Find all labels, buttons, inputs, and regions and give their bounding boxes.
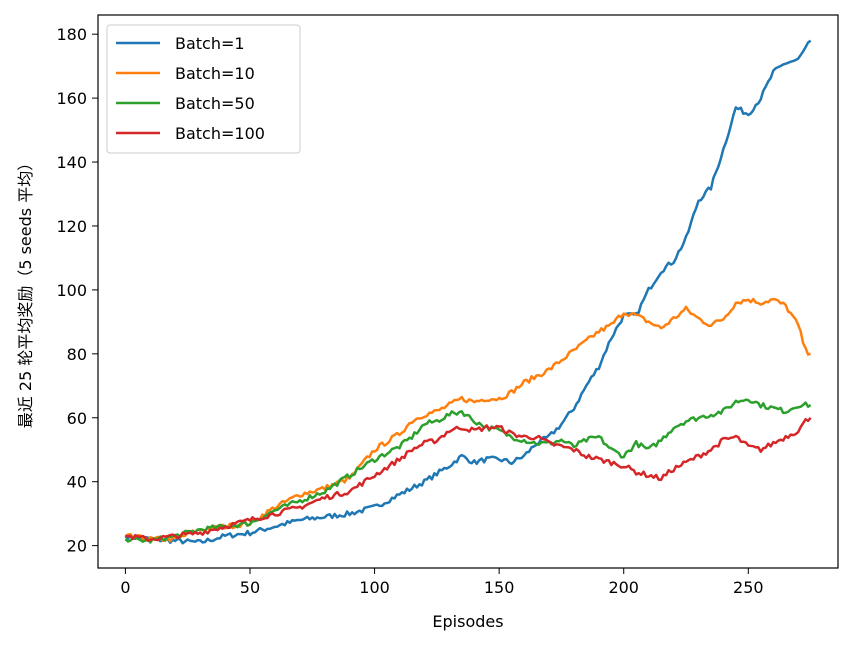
y-tick-label: 160 bbox=[56, 89, 87, 108]
x-tick-label: 100 bbox=[359, 578, 390, 597]
series-line-4 bbox=[125, 416, 812, 542]
x-tick-label: 200 bbox=[608, 578, 639, 597]
series-line-2 bbox=[124, 297, 811, 543]
legend-label: Batch=10 bbox=[175, 64, 255, 83]
x-axis: 0 50 100 150 200 250 bbox=[120, 568, 764, 597]
x-tick-label: 50 bbox=[240, 578, 260, 597]
legend-label: Batch=50 bbox=[175, 94, 255, 113]
x-tick-label: 250 bbox=[733, 578, 764, 597]
y-tick-label: 100 bbox=[56, 281, 87, 300]
y-axis: 20 40 60 80 100 120 140 160 180 bbox=[56, 25, 98, 556]
x-tick-label: 0 bbox=[120, 578, 130, 597]
y-tick-label: 120 bbox=[56, 217, 87, 236]
legend: Batch=1 Batch=10 Batch=50 Batch=100 bbox=[106, 24, 301, 154]
y-tick-label: 140 bbox=[56, 153, 87, 172]
y-tick-label: 40 bbox=[67, 473, 87, 492]
series-line-3 bbox=[124, 398, 812, 544]
x-axis-label: Episodes bbox=[432, 612, 503, 631]
y-axis-label: 最近 25 轮平均奖励（5 seeds 平均） bbox=[16, 155, 35, 428]
legend-label: Batch=100 bbox=[175, 124, 265, 143]
plot-frame bbox=[97, 14, 839, 569]
y-tick-label: 180 bbox=[56, 25, 87, 44]
legend-label: Batch=1 bbox=[175, 34, 245, 53]
x-tick-label: 150 bbox=[484, 578, 515, 597]
y-tick-label: 80 bbox=[67, 345, 87, 364]
legend-box bbox=[106, 24, 301, 154]
series-layer bbox=[124, 39, 812, 545]
y-tick-label: 60 bbox=[67, 409, 87, 428]
series-line-1 bbox=[124, 39, 812, 545]
y-tick-label: 20 bbox=[67, 537, 87, 556]
